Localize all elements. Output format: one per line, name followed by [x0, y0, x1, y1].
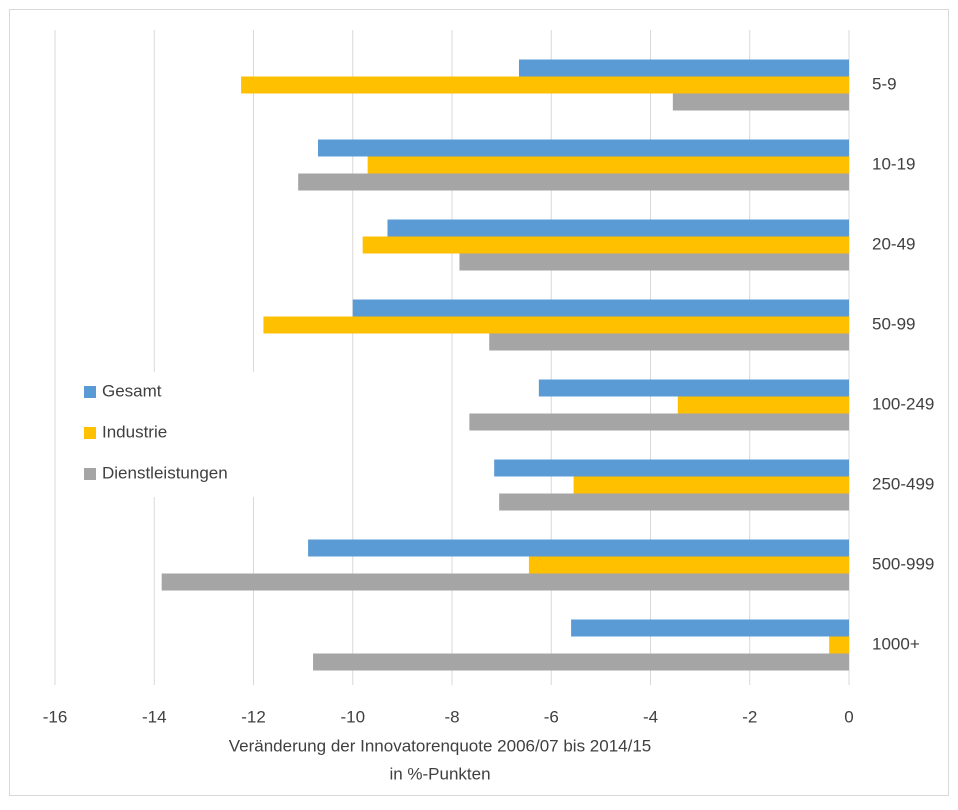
bar — [489, 333, 849, 351]
y-tick-label: 50-99 — [872, 314, 915, 333]
bar — [263, 316, 849, 334]
bar — [362, 236, 849, 254]
x-tick-label: -10 — [340, 707, 365, 726]
y-tick-label: 250-499 — [872, 474, 934, 493]
legend-swatch — [84, 386, 96, 398]
bar — [518, 59, 849, 77]
bar — [313, 653, 849, 671]
x-tick-label: 0 — [844, 707, 853, 726]
x-tick-label: -8 — [444, 707, 459, 726]
bar — [571, 619, 849, 637]
x-tick-label: -2 — [742, 707, 757, 726]
legend-background — [70, 372, 275, 497]
x-axis-title: Veränderung der Innovatorenquote 2006/07… — [229, 736, 652, 755]
bar — [241, 76, 849, 94]
legend-label: Industrie — [102, 422, 167, 441]
y-tick-label: 20-49 — [872, 234, 915, 253]
y-tick-label: 10-19 — [872, 154, 915, 173]
legend-label: Gesamt — [102, 381, 162, 400]
y-tick-label: 100-249 — [872, 394, 934, 413]
bar — [672, 93, 849, 111]
bar — [829, 636, 849, 654]
bar — [161, 573, 850, 591]
bar — [538, 379, 849, 397]
legend-label: Dienstleistungen — [102, 463, 228, 482]
bar — [494, 459, 849, 477]
bar — [573, 476, 849, 494]
x-tick-label: -16 — [43, 707, 68, 726]
legend-swatch — [84, 427, 96, 439]
y-tick-label: 1000+ — [872, 634, 920, 653]
x-tick-label: -6 — [544, 707, 559, 726]
x-tick-label: -12 — [241, 707, 266, 726]
bars — [161, 59, 850, 671]
bar — [528, 556, 849, 574]
bar — [387, 219, 849, 237]
bar — [318, 139, 849, 157]
y-tick-label: 500-999 — [872, 554, 934, 573]
bar — [469, 413, 849, 431]
bar — [499, 493, 849, 511]
legend-swatch — [84, 468, 96, 480]
x-tick-label: -4 — [643, 707, 658, 726]
bar — [308, 539, 849, 557]
bar — [367, 156, 849, 174]
legend: Gesamt Industrie Dienstleistungen — [70, 372, 275, 497]
y-tick-label: 5-9 — [872, 74, 897, 93]
bar — [677, 396, 849, 414]
bar — [298, 173, 850, 191]
x-tick-label: -14 — [142, 707, 167, 726]
bar — [459, 253, 849, 271]
bar — [352, 299, 849, 317]
x-axis-title: in %-Punkten — [389, 764, 490, 783]
